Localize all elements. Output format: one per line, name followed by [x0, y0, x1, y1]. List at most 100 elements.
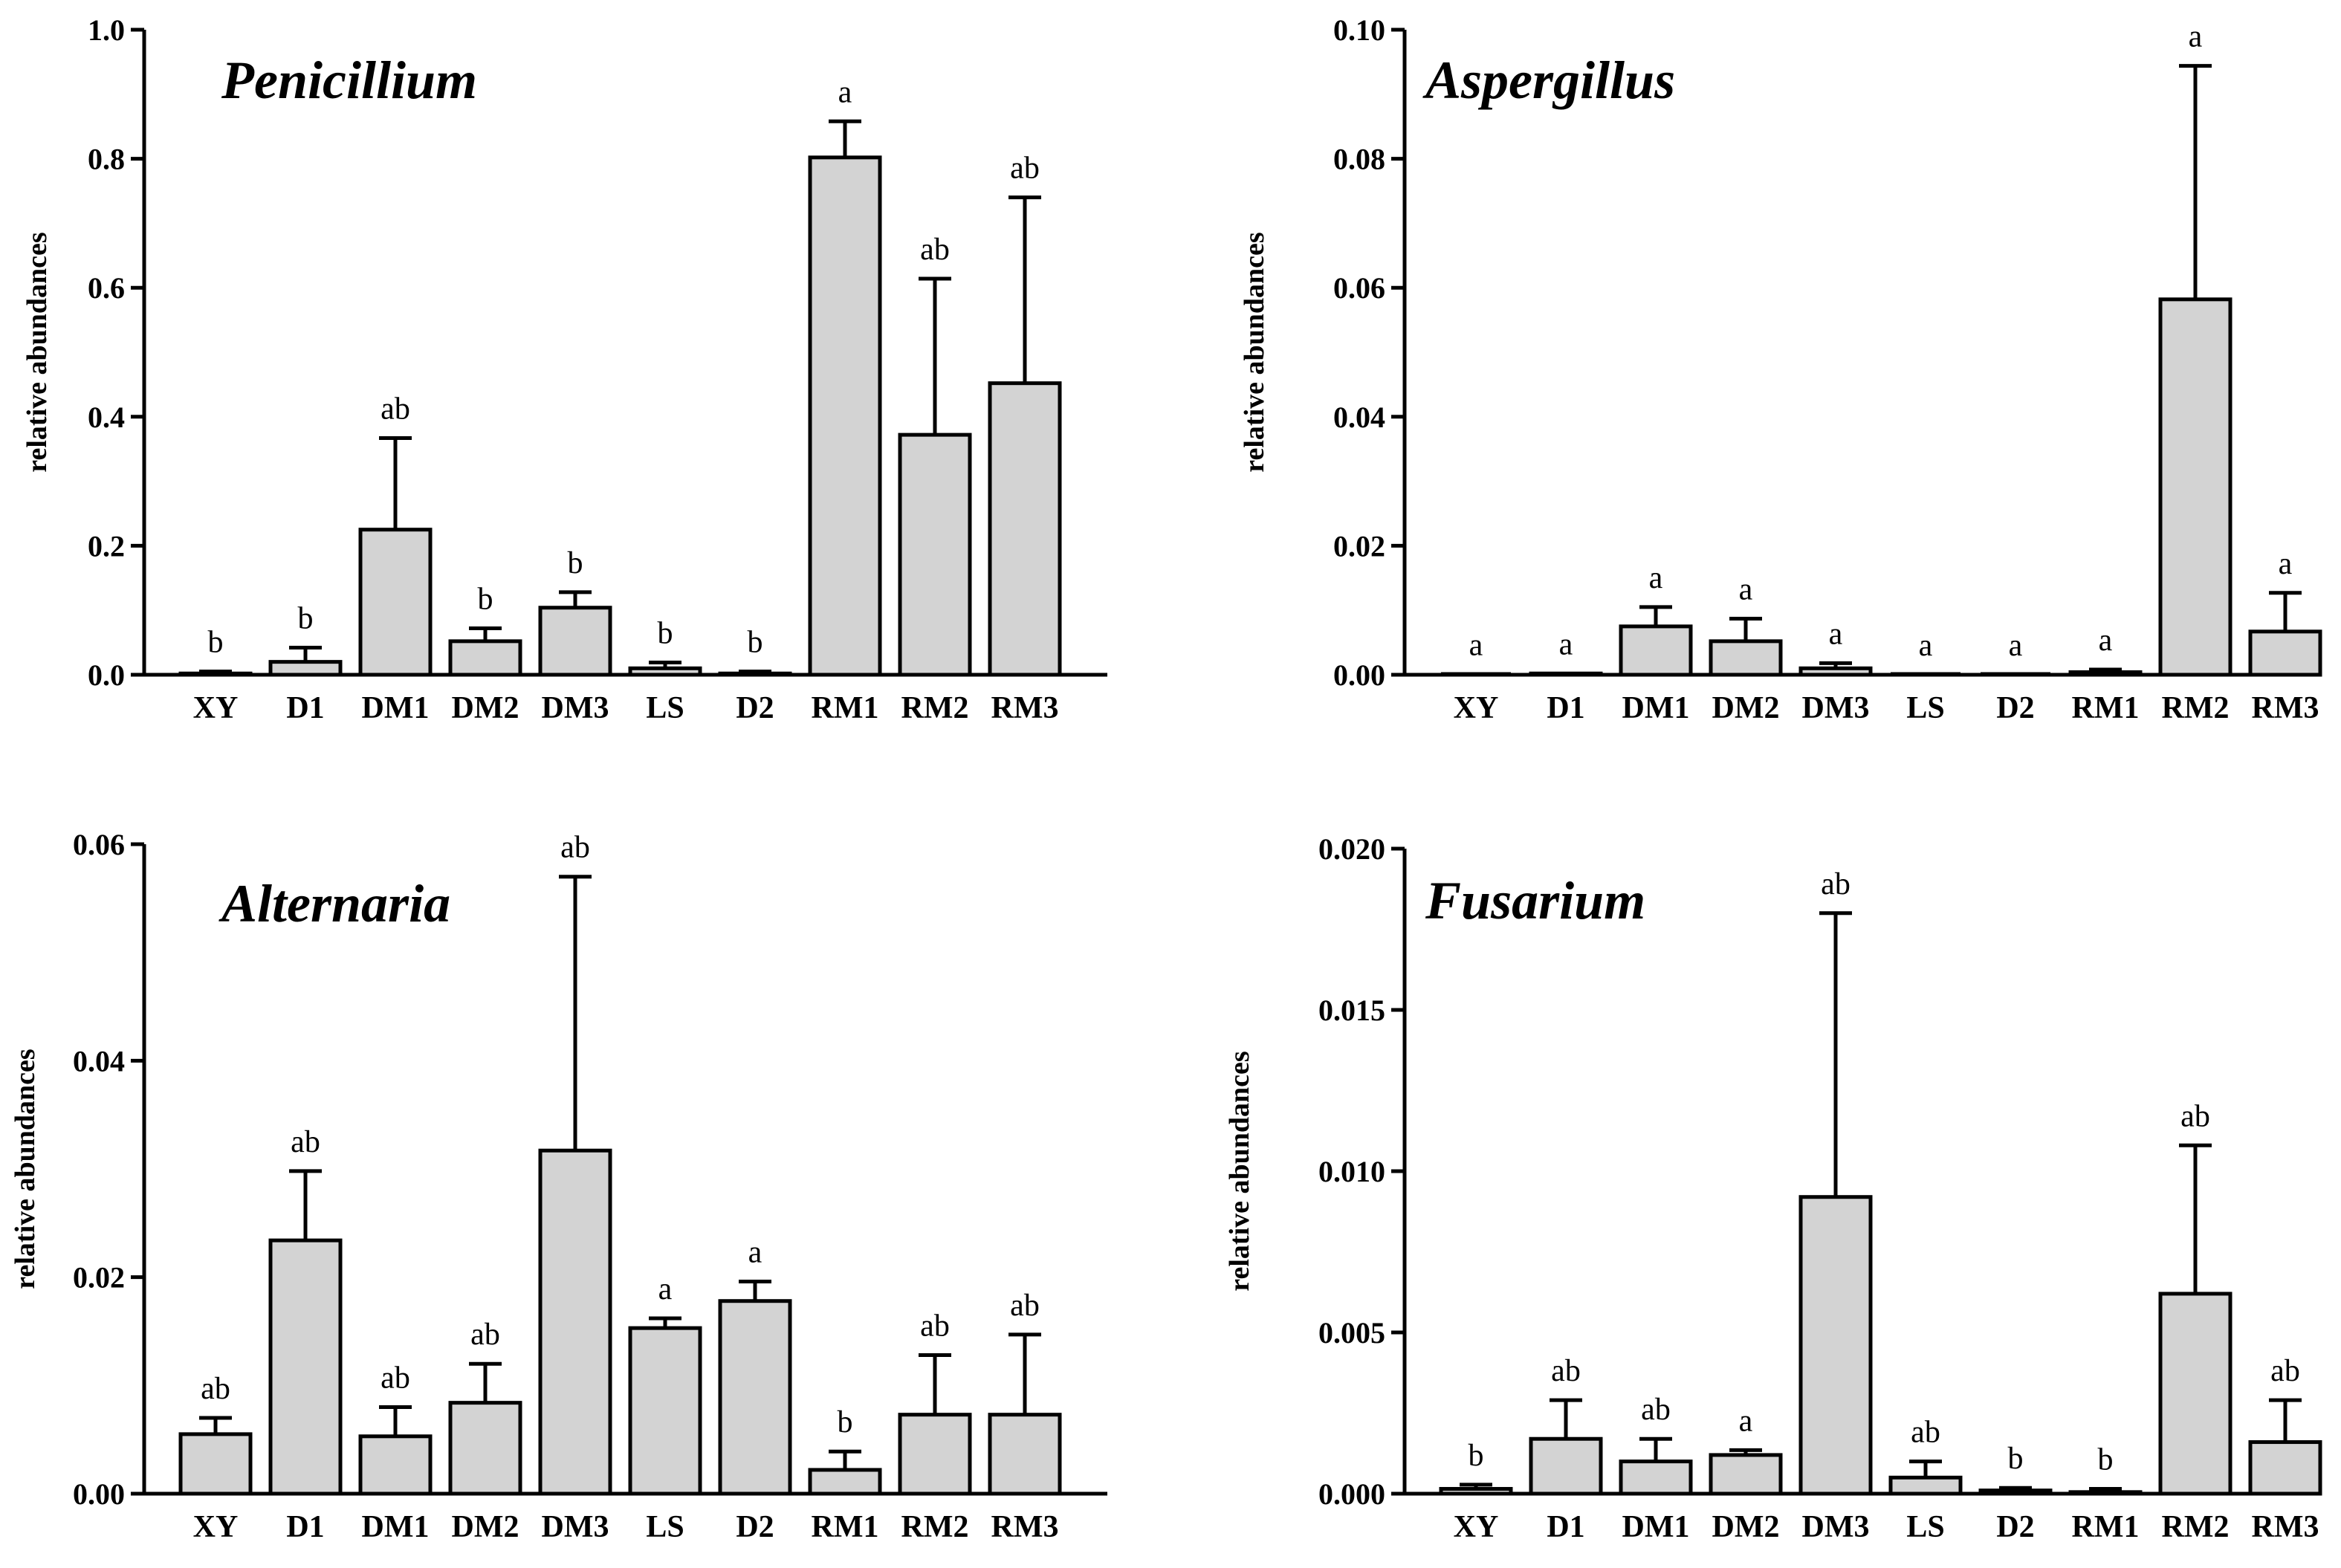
significance-letter: a [1739, 1404, 1753, 1438]
x-tick-label: RM3 [991, 1510, 1059, 1544]
significance-letter: a [658, 1272, 673, 1306]
y-tick-label: 0.000 [1318, 1477, 1385, 1511]
bar-dm1 [358, 528, 433, 677]
chart-panel-1: 0.0 0.2 0.4 0.6 0.8 1.0 relative abundances Pen… [22, 13, 1107, 725]
significance-letter: b [478, 583, 493, 617]
x-tick-label: XY [193, 1510, 239, 1544]
significance-letter: ab [1010, 152, 1040, 186]
significance-letter: b [748, 626, 763, 660]
x-tick-label: RM3 [2252, 691, 2319, 725]
y-axis-title: relative abundances [1224, 1051, 1255, 1291]
bar-d2 [718, 1299, 792, 1496]
y-tick-label: 0.08 [1333, 143, 1385, 176]
bar-xy [178, 671, 253, 677]
chart-panel-3: 0.00 0.02 0.04 0.06 relative abundances Alter… [10, 828, 1107, 1544]
bar-rm3 [2248, 629, 2322, 677]
x-tick-label: DM1 [362, 1510, 430, 1544]
significance-letter: ab [920, 233, 950, 267]
x-tick-label: DM2 [452, 691, 519, 725]
bar-ls [628, 1326, 702, 1496]
significance-letter: b [1469, 1439, 1484, 1473]
bar-rm2 [898, 1413, 972, 1496]
x-tick-label: RM2 [901, 691, 969, 725]
significance-letter: a [1649, 561, 1663, 595]
x-tick-label: RM3 [991, 691, 1059, 725]
bar-dm2 [1709, 639, 1783, 677]
x-tick-label: D1 [1547, 1510, 1584, 1544]
bar-d1 [268, 660, 343, 677]
y-tick-label: 0.2 [88, 529, 125, 563]
significance-letter: b [298, 602, 314, 636]
significance-letter: ab [1010, 1289, 1040, 1323]
y-tick-label: 0.8 [88, 143, 125, 176]
y-tick-label: 1.0 [88, 13, 125, 47]
significance-letter: a [2009, 629, 2023, 663]
x-tick-label: RM1 [2072, 1510, 2140, 1544]
bar-ls [628, 666, 702, 677]
significance-letter: a [1739, 572, 1753, 606]
bar-dm1 [1619, 1460, 1693, 1496]
bar-d1 [268, 1238, 343, 1496]
y-tick-label: 0.6 [88, 271, 125, 305]
significance-letter: b [568, 546, 583, 580]
y-tick-label: 0.020 [1318, 832, 1385, 866]
y-tick-label: 0.06 [73, 828, 125, 861]
bar-dm3 [538, 606, 612, 677]
bar-d2 [718, 671, 792, 677]
bar-dm2 [1709, 1453, 1783, 1496]
y-tick-label: 0.010 [1318, 1155, 1385, 1188]
y-tick-label: 0.06 [1333, 271, 1385, 305]
bar-rm2 [898, 433, 972, 677]
x-tick-label: RM3 [2252, 1510, 2319, 1544]
significance-letter: ab [1821, 867, 1851, 901]
bar-dm2 [448, 1401, 522, 1496]
x-tick-label: LS [646, 1510, 684, 1544]
significance-letter: a [748, 1235, 762, 1269]
significance-letter: ab [381, 1361, 410, 1395]
bar-dm3 [1798, 1195, 1873, 1496]
y-tick-label: 0.10 [1333, 13, 1385, 47]
bar-rm3 [988, 381, 1062, 677]
significance-letter: a [1469, 629, 1483, 663]
significance-letter: b [2008, 1442, 2024, 1476]
x-tick-label: LS [1906, 691, 1944, 725]
x-tick-label: DM3 [1802, 1510, 1870, 1544]
significance-letter: ab [2270, 1354, 2300, 1388]
bar-ls [1888, 1475, 1963, 1496]
significance-letter: ab [470, 1318, 500, 1352]
significance-letter: ab [920, 1309, 950, 1344]
significance-letter: a [2099, 623, 2113, 658]
significance-letter: a [2189, 20, 2203, 54]
x-tick-label: D1 [286, 691, 324, 725]
significance-letter: a [838, 75, 852, 109]
bar-rm3 [988, 1413, 1062, 1496]
bar-dm3 [1798, 666, 1873, 677]
chart-panel-2: 0.00 0.02 0.04 0.06 0.08 0.10 relative abundan… [1239, 13, 2322, 725]
chart-panel-4: 0.000 0.005 0.010 0.015 0.020 relative abunda… [1224, 832, 2322, 1544]
bar-rm2 [2158, 297, 2232, 677]
bar-rm2 [2158, 1292, 2232, 1496]
y-tick-label: 0.04 [1333, 401, 1385, 434]
chart-title: Fusarium [1425, 871, 1645, 930]
y-axis-title: relative abundances [1239, 232, 1270, 472]
x-tick-label: D2 [1996, 691, 2034, 725]
y-tick-label: 0.00 [1333, 658, 1385, 692]
chart-title: Aspergillus [1422, 51, 1675, 110]
bar-xy [1439, 1486, 1513, 1496]
bar-rm1 [2068, 1490, 2143, 1496]
bar-rm1 [808, 1468, 882, 1496]
significance-letter: b [658, 617, 673, 651]
bar-dm2 [448, 639, 522, 677]
bar-dm1 [1619, 624, 1693, 677]
x-tick-label: DM2 [1712, 691, 1780, 725]
x-tick-label: XY [1454, 1510, 1499, 1544]
significance-letter: b [838, 1405, 853, 1439]
y-tick-label: 0.005 [1318, 1316, 1385, 1350]
significance-letter: b [208, 626, 224, 660]
y-tick-label: 0.0 [88, 658, 125, 692]
x-tick-label: DM2 [452, 1510, 519, 1544]
x-tick-label: D2 [736, 1510, 774, 1544]
x-tick-label: D1 [286, 1510, 324, 1544]
x-tick-label: RM2 [2162, 691, 2230, 725]
